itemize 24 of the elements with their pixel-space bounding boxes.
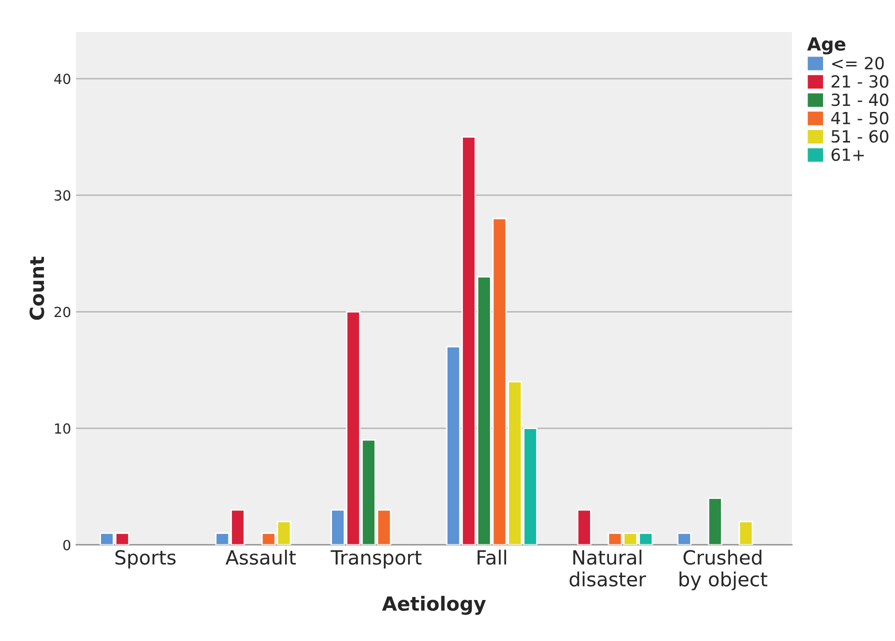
x-tick-label: Transport xyxy=(330,550,422,569)
y-tick-label: 20 xyxy=(54,306,70,318)
legend-label: 51 - 60 xyxy=(832,130,888,143)
y-axis-title: Count xyxy=(30,256,44,320)
bar xyxy=(738,520,754,545)
bar xyxy=(576,509,592,545)
x-tick-label: Fall xyxy=(478,550,506,565)
legend-label: <= 20 xyxy=(832,56,884,70)
x-tick-label: Sports xyxy=(115,550,176,569)
y-tick-label: 40 xyxy=(54,74,70,84)
y-tick-label: 10 xyxy=(55,423,70,434)
legend-label: 61+ xyxy=(832,148,864,161)
x-tick-label: Natural disaster xyxy=(570,550,646,587)
y-tick-label: 30 xyxy=(54,190,70,201)
legend-title: Age xyxy=(807,37,846,54)
legend-label: 41 - 50 xyxy=(831,112,888,124)
x-axis-title: Aetiology xyxy=(382,596,486,615)
x-tick-label: Crushed by object xyxy=(680,550,768,590)
y-tick-label: 0 xyxy=(63,540,70,550)
bar xyxy=(708,498,722,545)
x-tick-label: Assault xyxy=(226,550,296,565)
legend-label: 31 - 40 xyxy=(832,93,888,106)
bar xyxy=(677,532,692,545)
legend-label: 21 - 30 xyxy=(832,75,888,88)
